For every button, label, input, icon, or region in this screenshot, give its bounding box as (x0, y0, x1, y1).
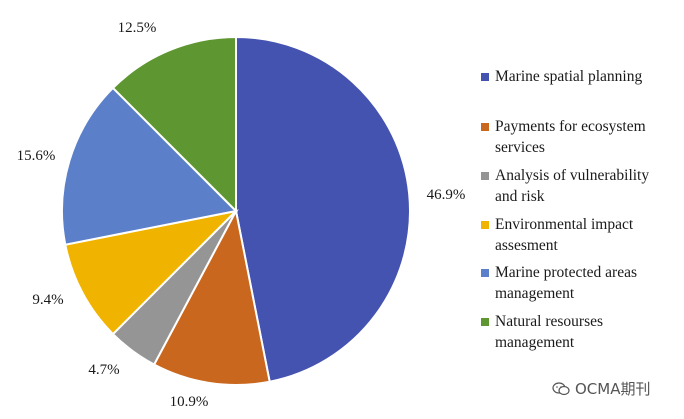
pie-label-6: 12.5% (118, 20, 157, 36)
wechat-icon (552, 381, 570, 395)
legend-label-line: Analysis of vulnerability (495, 167, 650, 184)
legend-label-line: services (495, 139, 545, 156)
pie-slice-5 (61, 86, 239, 246)
pie-slice-1 (235, 35, 412, 383)
pie-label-2: 10.9% (170, 394, 209, 410)
legend-label: Natural resourses management (495, 311, 680, 353)
pie-label-5: 15.6% (17, 148, 56, 164)
legend-label: Marine protected areas management (495, 262, 680, 304)
pie-label-3: 4.7% (88, 362, 119, 378)
legend-label-line: management (495, 285, 575, 302)
pie-slice-6 (111, 35, 237, 214)
legend-label-line: assesment (495, 237, 558, 254)
pie-slice-4 (64, 209, 240, 336)
legend-label: Payments for ecosystem services (495, 116, 680, 158)
legend-swatch (481, 269, 489, 277)
watermark-text: OCMA期刊 (575, 380, 651, 398)
legend-label-line: management (495, 334, 575, 351)
pie-slice-2 (152, 208, 271, 386)
legend-label-line: and risk (495, 188, 545, 205)
pie-slices (61, 35, 412, 386)
legend-label: Marine spatial planning (495, 66, 680, 87)
legend-label-line: Payments for ecosystem (495, 118, 646, 135)
legend-swatch (481, 318, 489, 326)
legend-swatch (481, 123, 489, 131)
legend-label-line: Natural resourses (495, 313, 604, 330)
legend-swatch (481, 172, 489, 180)
legend-swatch (481, 221, 489, 229)
pie-label-1: 46.9% (427, 187, 466, 203)
legend-swatch (481, 73, 489, 81)
legend-label: Environmental impact assesment (495, 214, 680, 256)
legend-label: Analysis of vulnerability and risk (495, 165, 680, 207)
watermark: OCMA期刊 (552, 378, 650, 399)
legend-label-line: Environmental impact (495, 216, 634, 233)
legend-label-line: Marine protected areas (495, 264, 638, 281)
legend-label-line: Marine spatial planning (495, 68, 643, 85)
pie-labels: 46.9% 10.9% 4.7% 9.4% 15.6% 12.5% (17, 20, 466, 410)
pie-label-4: 9.4% (32, 292, 63, 308)
